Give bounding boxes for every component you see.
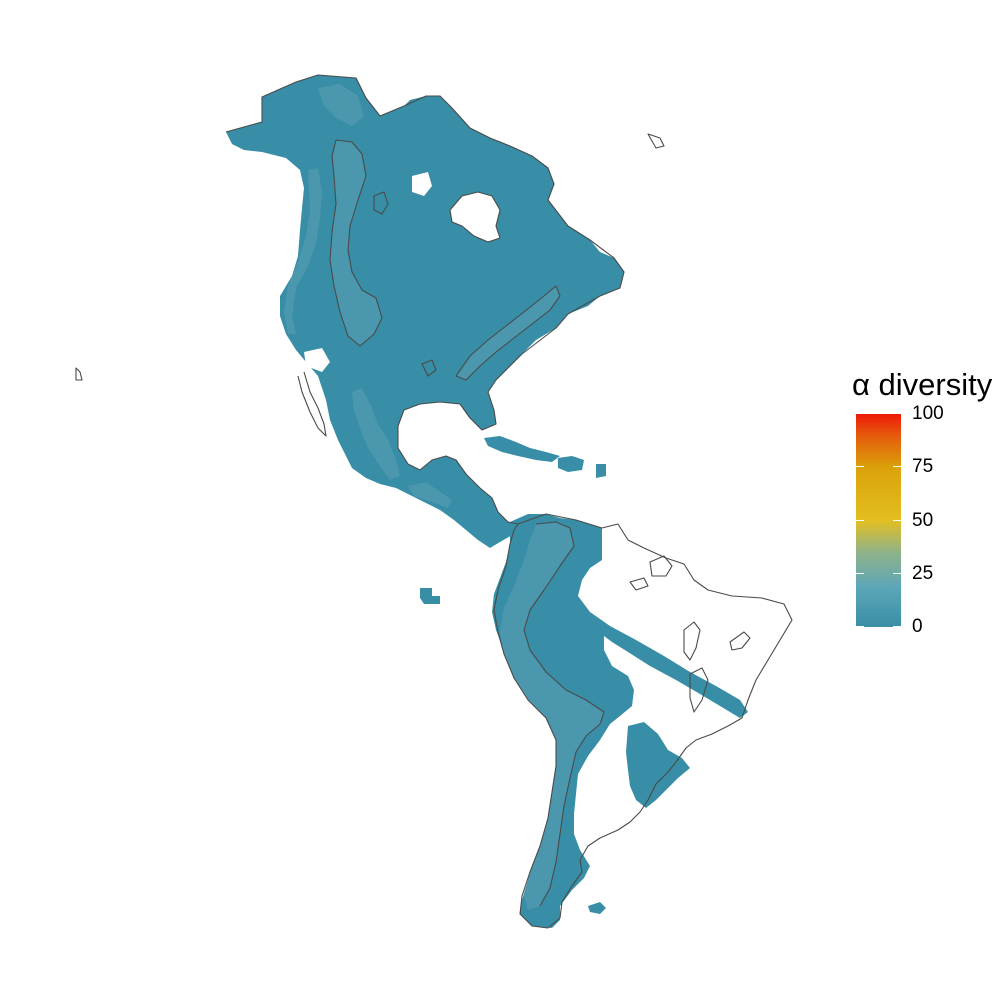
- mountain-sierra-madre: [352, 388, 400, 480]
- legend-title: α diversity: [852, 367, 993, 402]
- outline-great-lakes: [421, 359, 437, 377]
- legend-tick-label: 50: [912, 509, 934, 531]
- diversity-raster: [226, 75, 748, 928]
- outline-greenland-fragment: [647, 133, 665, 149]
- outline-lake-2: [729, 631, 751, 651]
- mountain-appalachians: [456, 286, 560, 380]
- legend-tick-label: 0: [912, 616, 923, 637]
- outline-mountain-rockies: [329, 139, 383, 347]
- outline-lake-3: [689, 667, 709, 713]
- mountain-alaska: [318, 84, 364, 126]
- mountain-zones: [284, 84, 604, 910]
- legend-tick-label: 75: [912, 456, 934, 478]
- outline-mountain-andes: [523, 521, 605, 907]
- coastline-outlines: [75, 74, 793, 929]
- mountain-coast-range: [284, 168, 322, 334]
- outline-north-america: [225, 74, 625, 525]
- outline-south-america: [493, 513, 793, 929]
- outline-hudson-bay: [449, 191, 501, 243]
- outline-amazon-feature: [629, 577, 649, 591]
- hole-nw-coast: [304, 348, 330, 372]
- outline-lake-1: [683, 621, 701, 661]
- mountain-andes: [500, 522, 604, 910]
- legend-tick-label: 100: [912, 403, 944, 424]
- raster-lesser-antilles: [596, 464, 606, 478]
- raster-hispaniola: [558, 456, 584, 472]
- raster-se-brazil: [626, 722, 690, 808]
- legend-colorbar: [856, 414, 901, 627]
- legend-colorbar-fill: [856, 414, 901, 627]
- raster-falklands: [588, 902, 606, 914]
- outline-lake-balbina: [649, 555, 673, 577]
- hole-keewatin: [412, 172, 432, 196]
- hudson-bay: [450, 192, 500, 242]
- raster-galapagos: [420, 588, 440, 604]
- legend-tick-label: 25: [912, 562, 934, 584]
- raster-north-america: [226, 75, 624, 548]
- outline-hawaii: [75, 367, 83, 381]
- outline-lake-winnipeg: [373, 191, 389, 215]
- raster-cuba: [484, 436, 560, 462]
- legend: α diversity 100 75 50 25 0: [852, 366, 1000, 656]
- mountain-central-america: [408, 482, 452, 508]
- outline-mountain-appalachians: [455, 285, 561, 381]
- outline-baja: [297, 371, 327, 437]
